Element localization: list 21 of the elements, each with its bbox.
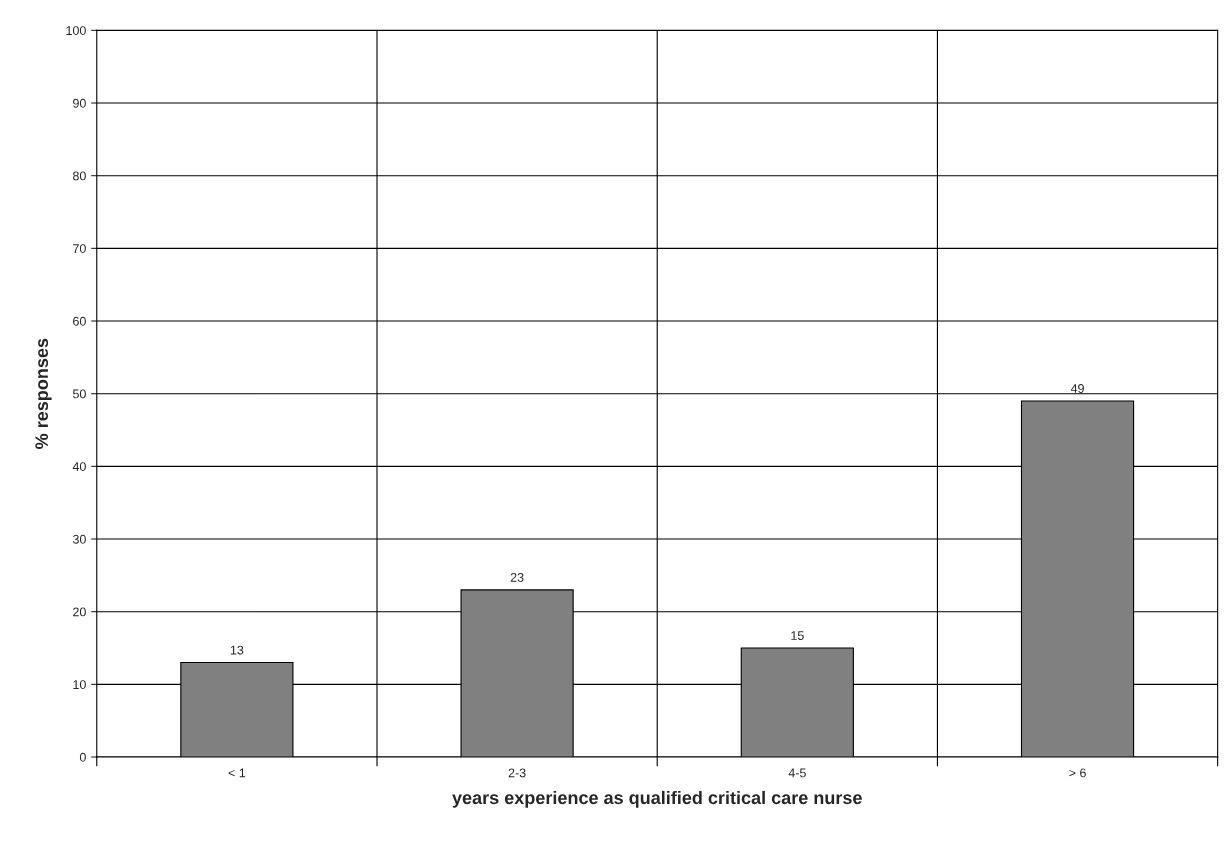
y-tick-label: 100 <box>66 26 86 35</box>
y-tick-label: 40 <box>72 462 86 471</box>
x-axis-title: years experience as qualified critical care nurse <box>452 790 862 808</box>
y-axis-title: % responses <box>35 338 52 449</box>
y-tick-label: 70 <box>73 244 86 253</box>
data-label: 49 <box>1070 384 1084 393</box>
data-label: 23 <box>510 573 524 582</box>
y-tick-label: 0 <box>79 752 86 762</box>
data-label: 15 <box>791 631 804 640</box>
y-tick-label: 60 <box>73 316 86 326</box>
x-tick-label: 4-5 <box>788 768 806 778</box>
data-label: 13 <box>230 645 244 655</box>
y-tick-label: 30 <box>72 534 86 544</box>
x-tick-label: > 6 <box>1069 768 1086 778</box>
y-tick-label: 10 <box>73 680 86 689</box>
y-tick-label: 20 <box>73 607 86 617</box>
y-tick-label: 80 <box>73 171 86 181</box>
x-tick-label: < 1 <box>228 768 246 778</box>
y-tick-label: 50 <box>72 389 86 399</box>
y-tick-label: 90 <box>73 98 86 108</box>
x-tick-label: 2-3 <box>508 768 526 778</box>
